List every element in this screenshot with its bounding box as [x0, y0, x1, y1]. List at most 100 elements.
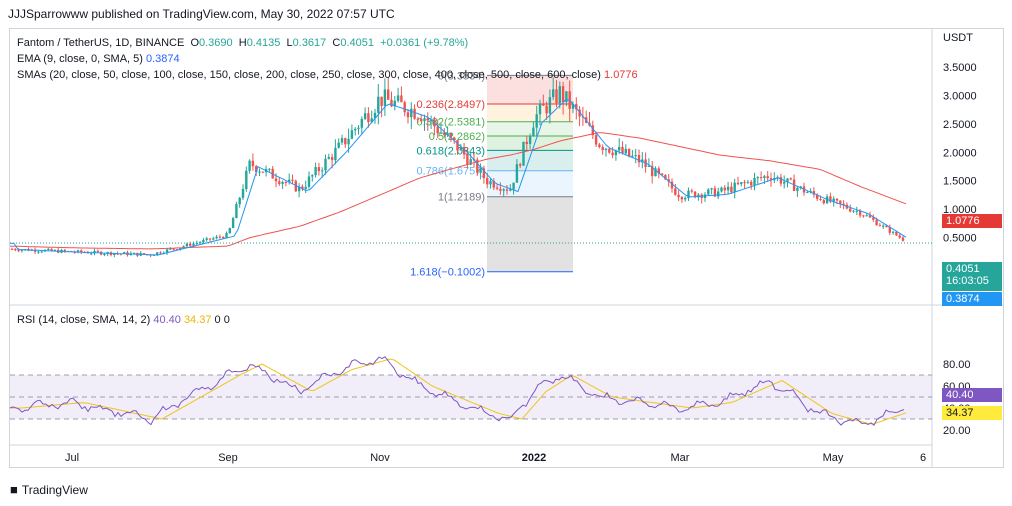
candle-body — [525, 141, 528, 144]
candle-body — [660, 173, 664, 176]
candle-body — [159, 252, 162, 254]
candle-body — [123, 252, 126, 254]
candle-body — [786, 178, 789, 182]
candle-body — [789, 178, 792, 180]
candle-body — [307, 176, 311, 187]
candle-body — [383, 89, 387, 106]
candle-body — [895, 231, 898, 236]
candle-body — [832, 198, 835, 202]
price-axis-label: 2.5000 — [943, 119, 977, 131]
candle-body — [499, 188, 502, 191]
time-axis-label: Mar — [671, 452, 690, 464]
fib-zone — [487, 103, 573, 122]
candle-body — [420, 118, 423, 122]
candle-body — [278, 181, 281, 184]
time-axis-label: 2022 — [522, 452, 546, 464]
candle-body — [647, 165, 651, 167]
candle-body — [763, 176, 766, 179]
candle-body — [37, 251, 40, 253]
candle-body — [443, 132, 446, 135]
candle-body — [809, 191, 812, 193]
candle-body — [80, 250, 83, 253]
ema-line — [10, 99, 907, 256]
candle-body — [208, 238, 212, 240]
candle-body — [456, 140, 459, 151]
candle-body — [601, 147, 604, 151]
candle-body — [324, 158, 327, 171]
candle-body — [849, 208, 852, 212]
candle-body — [545, 105, 548, 114]
candle-body — [436, 126, 439, 134]
candle-body — [614, 150, 618, 156]
candle-body — [548, 97, 552, 114]
candle-body — [340, 138, 344, 143]
candle-body — [215, 236, 218, 239]
candle-body — [736, 182, 740, 185]
fib-zone — [487, 196, 573, 272]
candle-body — [439, 132, 443, 134]
candle-body — [746, 181, 750, 183]
candle-body — [657, 168, 660, 174]
candle-body — [687, 190, 690, 199]
candle-body — [575, 103, 578, 110]
candle-body — [542, 103, 545, 106]
candle-body — [367, 113, 370, 123]
candle-body — [73, 251, 76, 253]
candle-body — [819, 198, 822, 201]
fib-level-label: 0.786(1.6757) — [417, 166, 486, 178]
publisher-line: JJJSparrowww published on TradingView.co… — [8, 7, 395, 21]
tradingview-logo[interactable]: ■ TradingView — [10, 482, 88, 497]
candle-body — [462, 147, 466, 155]
tv-logo-icon: ■ — [10, 482, 18, 497]
candle-body — [50, 248, 53, 251]
last-price-tag: 0.4051 16:03:05 — [942, 262, 1002, 291]
candle-body — [40, 251, 43, 253]
candle-body — [245, 170, 248, 189]
candle-body — [469, 159, 472, 165]
candle-body — [740, 182, 743, 185]
candle-body — [387, 89, 390, 100]
time-axis-label: Sep — [218, 452, 238, 464]
candle-body — [552, 89, 555, 98]
candle-body — [519, 164, 522, 166]
candle-body — [829, 196, 832, 202]
candle-body — [621, 146, 624, 154]
sma-legend: SMAs (20, close, 50, close, 100, close, … — [17, 69, 638, 81]
candle-body — [532, 127, 535, 137]
candle-body — [591, 125, 594, 136]
candle-body — [185, 243, 189, 247]
candle-body — [103, 254, 106, 256]
fib-level-label: 0(3.3534) — [438, 70, 485, 82]
candle-body — [476, 159, 479, 173]
candle-body — [479, 168, 482, 173]
sma-line — [9, 132, 907, 250]
candle-body — [416, 118, 420, 120]
candle-body — [179, 247, 182, 250]
rsi-line — [9, 356, 905, 426]
candle-body — [301, 186, 304, 189]
candle-body — [466, 154, 469, 165]
candle-body — [377, 96, 380, 113]
candle-body — [165, 249, 169, 253]
candle-body — [726, 186, 730, 191]
rsi-axis-label: 20.00 — [943, 425, 971, 437]
candle-body — [311, 175, 314, 177]
candle-body — [710, 188, 713, 190]
candle-body — [238, 197, 241, 205]
candle-body — [634, 155, 637, 157]
candle-body — [631, 155, 634, 157]
candle-body — [182, 246, 185, 248]
candle-body — [251, 160, 255, 167]
candle-body — [363, 113, 367, 119]
candle-body — [258, 171, 261, 173]
price-axis-label: 3.5000 — [943, 62, 977, 74]
price-axis-label: 3.0000 — [943, 90, 977, 102]
candle-body — [218, 236, 222, 238]
candle-body — [202, 239, 205, 243]
candle-body — [835, 198, 839, 201]
candle-body — [598, 144, 601, 148]
candle-body — [839, 200, 842, 204]
candle-body — [248, 160, 251, 171]
candle-body — [212, 238, 215, 240]
